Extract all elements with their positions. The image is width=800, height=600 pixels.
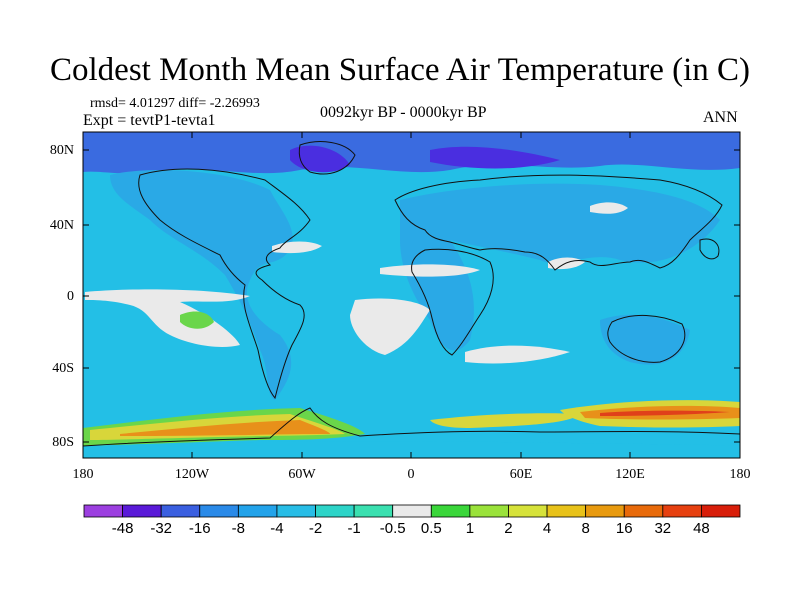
colorbar-swatch [469,504,509,518]
arctic-cold-band [83,132,740,174]
colorbar: -48 -32 -16 -8 -4 -2 -1 -0.5 0.5 1 2 4 8 16 32 48 [83,504,741,537]
lon-label: 180 [73,467,94,482]
antarctic-warm-orange-west [120,420,330,436]
latitude-axis: 80N 40N 0 40S 80S [50,143,74,450]
colorbar-swatch [122,504,162,518]
colorbar-label: 1 [466,520,474,537]
lon-label: 120E [615,467,645,482]
colorbar-label: -16 [189,520,211,537]
colorbar-label: 16 [616,520,633,537]
lon-label: 180 [730,467,751,482]
lon-label: 0 [408,467,415,482]
colorbar-swatch [392,504,432,518]
colorbar-swatch [237,504,278,518]
colorbar-label: 4 [543,520,551,537]
axis-ticks [82,132,741,458]
colorbar-label: 8 [581,520,589,537]
colorbar-label: -4 [270,520,283,537]
colorbar-label: -8 [232,520,245,537]
colorbar-label: 2 [504,520,512,537]
indian-ocean-neutral [465,345,570,364]
antarctic-warm-red-east [600,410,730,416]
chart-title: Coldest Month Mean Surface Air Temperatu… [50,52,750,88]
colorbar-swatch [701,504,741,518]
colorbar-swatch [160,504,201,518]
colorbar-swatch [83,504,123,518]
tropical-pacific-neutral [85,289,250,347]
antarctic-warm-center [430,413,580,428]
period-label: 0092kyr BP - 0000kyr BP [320,104,487,121]
lon-label: 120W [175,467,210,482]
colorbar-label: -0.5 [380,520,406,537]
gulf-neutral [272,241,322,254]
lon-label: 60W [288,467,316,482]
lat-label: 80S [52,435,74,450]
colorbar-swatch [353,504,394,518]
colorbar-swatch [276,504,316,518]
colorbar-swatch [662,504,702,518]
colorbar-swatch [199,504,239,518]
asia-neutral-patch [590,202,628,214]
experiment-label: Expt = tevtP1-tevta1 [83,112,216,129]
greenland-cold-patch [290,145,350,173]
longitude-axis: 180 120W 60W 0 60E 120E 180 [73,467,751,482]
colorbar-label: -1 [347,520,360,537]
lat-label: 40S [52,361,74,376]
colorbar-label: 48 [693,520,710,537]
colorbar-label: -32 [150,520,172,537]
colorbar-swatch [315,504,355,518]
lat-label: 80N [50,143,74,158]
eurasia-africa-land-tint [400,183,720,351]
map-field [83,132,740,458]
colorbar-swatch [508,504,548,518]
season-label: ANN [703,109,738,126]
sahel-neutral [380,264,480,277]
south-atlantic-neutral [350,298,430,355]
colorbar-label: -2 [309,520,322,537]
colorbar-label: -48 [112,520,134,537]
colorbar-label: 32 [654,520,671,537]
antarctic-interior [83,441,740,458]
colorbar-label: 0.5 [421,520,442,537]
colorbar-swatch [546,504,587,518]
lat-label: 0 [67,289,74,304]
colorbar-swatch [585,504,625,518]
coastlines [83,141,740,447]
americas-land-tint [110,170,293,400]
colorbar-swatch [430,504,471,518]
lat-label: 40N [50,218,74,233]
stats-line: rmsd= 4.01297 diff= -2.26993 [90,96,260,111]
pacific-warm-spot [180,311,214,329]
colorbar-swatch [623,504,664,518]
siberia-cold-patch [430,146,560,169]
lon-label: 60E [510,467,533,482]
australia-land-tint [600,314,690,365]
